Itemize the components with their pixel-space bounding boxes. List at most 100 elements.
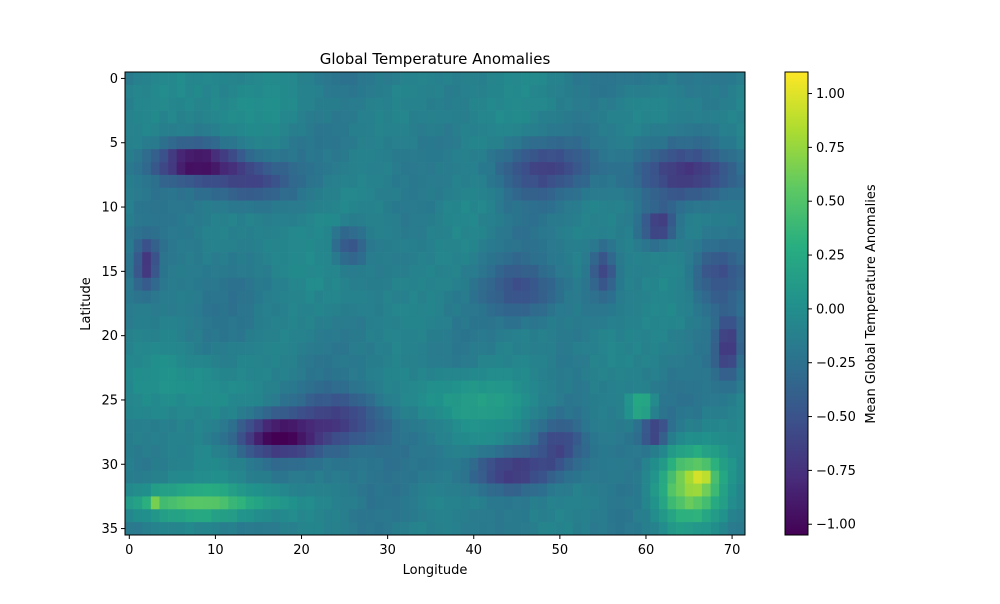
heat-cell [366,406,376,420]
heat-cell [271,419,281,433]
heat-cell [366,470,376,484]
heat-cell [150,393,160,407]
heat-cell [469,496,479,510]
heat-cell [340,367,350,382]
heat-cell [357,290,367,304]
heat-cell [193,367,203,382]
heat-cell [641,483,651,497]
heat-cell [340,496,350,510]
heat-cell [219,110,229,124]
heat-cell [460,496,470,510]
heat-cell [262,200,272,214]
heat-cell [693,496,703,510]
heat-cell [624,342,634,356]
heat-cell [400,406,410,420]
heat-cell [168,393,178,407]
heat-cell [400,252,410,266]
heat-cell [555,290,565,304]
heat-cell [288,123,298,137]
heat-cell [245,329,255,343]
heat-cell [667,200,677,214]
heat-cell [495,509,505,523]
heat-cell [314,496,324,510]
heat-cell [305,457,315,472]
heat-cell [409,277,419,291]
heat-cell [288,84,298,99]
heat-cell [125,509,134,523]
heat-cell [693,354,703,369]
heat-cell [503,277,513,291]
heat-cell [452,329,462,343]
heat-cell [633,162,643,176]
heat-cell [133,432,143,446]
heat-cell [512,457,522,472]
heat-cell [366,123,376,137]
heat-cell [288,239,298,253]
heat-cell [142,470,152,484]
heat-cell [280,162,289,176]
heat-cell [340,419,350,433]
heat-cell [658,457,668,472]
heat-cell [150,367,160,382]
heat-cell [727,509,737,523]
heat-cell [607,84,617,99]
heat-cell [590,136,599,150]
heat-cell [323,496,333,510]
heat-cell [254,162,264,176]
heat-cell [546,354,556,369]
heat-cell [529,444,539,459]
heat-cell [495,187,505,201]
heat-cell [658,213,668,227]
heat-cell [469,329,479,343]
heat-cell [624,110,634,124]
heat-cell [529,432,539,446]
heat-cell [391,354,401,369]
heat-cell [521,162,531,176]
heat-cell [357,444,367,459]
heat-cell [676,419,686,433]
heat-cell [176,483,186,497]
heat-cell [736,380,746,394]
heat-cell [262,419,272,433]
heat-cell [426,316,436,330]
heat-cell [572,123,582,137]
heat-cell [305,84,315,99]
heat-cell [503,483,513,497]
heat-cell [460,277,470,291]
heat-cell [598,329,608,343]
heat-cell [590,432,599,446]
heat-cell [435,496,444,510]
heat-cell [280,342,289,356]
heat-cell [701,277,711,291]
heat-cell [581,432,591,446]
heat-cell [211,252,221,266]
heat-cell [564,200,574,214]
heat-cell [641,187,651,201]
heat-cell [615,110,625,124]
heat-cell [503,123,513,137]
heat-cell [426,380,436,394]
heat-cell [478,354,488,369]
heat-cell [314,123,324,137]
heat-cell [426,149,436,163]
heat-cell [598,509,608,523]
heat-cell [701,187,711,201]
heat-cell [331,187,341,201]
heat-cell [426,187,436,201]
heat-cell [142,303,152,317]
heat-cell [452,316,462,330]
heat-cell [633,200,643,214]
heat-cell [383,252,393,266]
heat-cell [400,380,410,394]
heat-cell [435,367,444,382]
heat-cell [314,483,324,497]
heat-cell [727,354,737,369]
heat-cell [529,149,539,163]
heat-cell [374,149,384,163]
heat-cell [185,470,195,484]
heat-cell [460,342,470,356]
heat-cell [452,162,462,176]
heat-cell [693,406,703,420]
heat-cell [236,316,246,330]
heat-cell [340,316,350,330]
